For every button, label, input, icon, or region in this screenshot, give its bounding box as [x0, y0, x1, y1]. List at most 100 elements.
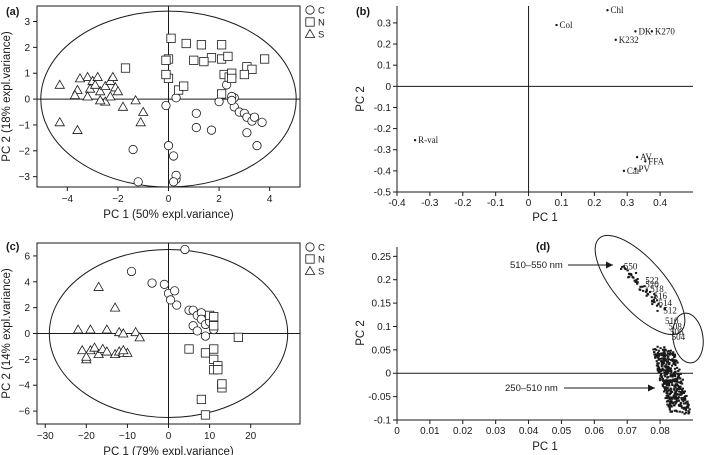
x-tick-label: -0.4	[388, 198, 406, 209]
x-tick-label: -0.3	[421, 198, 439, 209]
data-point-n	[200, 410, 211, 420]
spectral-point	[677, 397, 680, 400]
wavelength-label: 504	[672, 332, 686, 342]
data-point-c	[128, 144, 138, 155]
spectral-point	[645, 294, 648, 297]
data-point-s	[117, 344, 129, 355]
spectral-point	[686, 403, 689, 406]
data-point-s	[69, 89, 81, 100]
data-point-n	[184, 344, 194, 354]
loading-point	[614, 38, 617, 42]
wavelength-label: 520	[645, 279, 659, 289]
spectral-point	[671, 373, 674, 376]
spectral-point	[658, 377, 662, 380]
data-point-n	[227, 73, 237, 83]
spectral-point	[688, 408, 691, 411]
loading-point-label: Chl	[610, 5, 624, 15]
spectral-point	[655, 360, 658, 363]
wavelength-label: 514	[658, 298, 672, 308]
data-point-c	[214, 97, 224, 107]
spectral-point	[626, 269, 629, 272]
spectral-point	[679, 382, 682, 385]
spectral-point	[634, 280, 637, 283]
y-tick-label: −2	[19, 146, 31, 157]
spectral-point	[654, 356, 657, 359]
y-tick-label: 4	[24, 277, 30, 288]
y-tick-label: 0.2	[377, 40, 391, 51]
spectral-point	[663, 374, 666, 377]
x-tick-label: 0.4	[653, 198, 667, 209]
spectral-point	[674, 383, 677, 386]
data-point-n	[196, 40, 206, 50]
data-point-c	[168, 151, 179, 161]
x-tick-label: 0.03	[486, 426, 506, 437]
data-point-n	[223, 51, 233, 62]
spectral-point	[669, 387, 672, 390]
data-point-c	[165, 295, 176, 305]
legend-label-n: N	[318, 18, 325, 29]
spectral-point	[678, 393, 681, 396]
spectral-point	[684, 406, 687, 409]
spectral-point	[680, 382, 684, 385]
spectral-point	[675, 359, 678, 362]
spectral-point	[671, 378, 674, 381]
spectral-point	[670, 364, 674, 367]
x-tick-label: -0.1	[487, 198, 505, 209]
spectral-point	[661, 353, 665, 356]
x-tick-label: 0.07	[617, 426, 637, 437]
spectral-point	[669, 391, 672, 394]
spectral-point	[639, 285, 642, 288]
spectral-point	[674, 360, 677, 363]
spectral-point	[671, 401, 674, 404]
data-point-s	[82, 91, 93, 101]
data-point-s	[92, 71, 104, 81]
spectral-point	[668, 406, 671, 409]
spectral-point	[686, 406, 689, 409]
data-point-s	[105, 91, 116, 101]
spectral-point	[648, 291, 652, 294]
spectral-point	[666, 382, 669, 385]
data-point-s	[112, 85, 124, 96]
y-tick-label: 6	[24, 251, 30, 262]
spectral-point	[636, 282, 639, 285]
x-axis-label: PC 1 (50% expl.variance)	[103, 209, 234, 221]
spectral-point	[681, 387, 684, 390]
x-tick-label: 0.05	[552, 426, 572, 437]
data-point-n	[199, 56, 209, 67]
spectral-point	[675, 389, 678, 392]
spectral-point	[658, 370, 661, 373]
spectral-point	[676, 380, 679, 383]
x-tick-label: 0	[166, 431, 172, 442]
x-tick-label: 0.04	[519, 426, 539, 437]
x-axis-label: PC 1	[532, 441, 558, 453]
y-tick-label: −6	[19, 407, 31, 418]
data-point-s	[89, 79, 101, 89]
spectral-point	[661, 357, 664, 360]
spectral-point	[675, 396, 678, 399]
spectral-point	[670, 410, 674, 413]
loading-point-label: K270	[655, 26, 675, 36]
spectral-point	[675, 379, 678, 382]
data-point-c	[191, 122, 201, 133]
data-point-s	[107, 71, 119, 81]
spectral-point	[641, 285, 644, 288]
spectral-point	[664, 369, 668, 372]
spectral-point	[653, 296, 656, 299]
data-point-n	[200, 348, 211, 358]
spectral-point	[636, 281, 639, 284]
legend-marker-s	[304, 28, 316, 38]
spectral-point	[665, 384, 668, 387]
spectral-point	[684, 402, 687, 405]
spectral-point	[651, 303, 654, 306]
spectral-point	[673, 409, 676, 412]
spectral-point	[665, 354, 668, 357]
spectral-point	[673, 404, 676, 407]
spectral-point	[655, 355, 658, 358]
data-point-c	[171, 93, 181, 103]
x-tick-label: 0.2	[587, 198, 601, 209]
spectral-point	[655, 348, 658, 351]
loading-point	[622, 169, 626, 173]
spectral-point	[647, 293, 650, 296]
spectral-point	[676, 384, 680, 387]
